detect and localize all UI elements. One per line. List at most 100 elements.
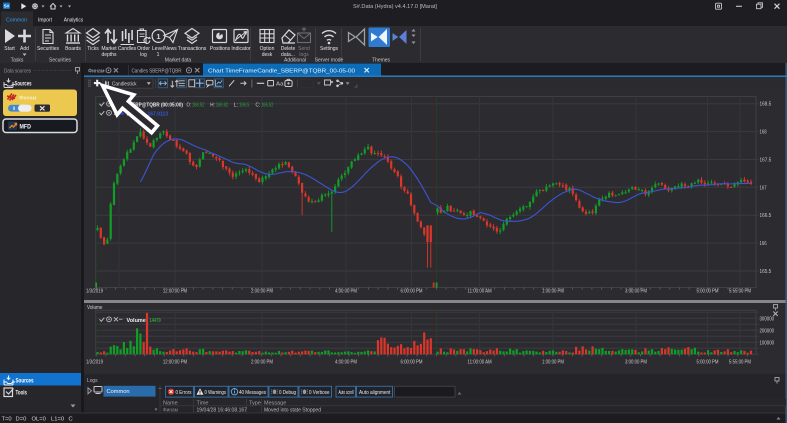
svg-text:S#.Data (Hydra) v4.4.17.0 [Mar: S#.Data (Hydra) v4.4.17.0 [Marat] xyxy=(353,4,437,10)
svg-text:166.5: 166.5 xyxy=(760,213,772,219)
svg-text:OL=0: OL=0 xyxy=(32,416,46,422)
svg-text:Sources: Sources xyxy=(15,81,32,87)
svg-text:166.62: 166.62 xyxy=(216,102,228,108)
svg-text:167.0113: 167.0113 xyxy=(148,111,169,117)
svg-text:Ticks: Ticks xyxy=(87,46,99,52)
svg-text:166.52: 166.52 xyxy=(261,102,273,108)
svg-text:11:00:00 AM: 11:00:00 AM xyxy=(468,289,492,295)
svg-text:166: 166 xyxy=(760,241,767,247)
svg-text:165.5: 165.5 xyxy=(760,269,772,275)
svg-text:1:00:00 PM: 1:00:00 PM xyxy=(542,360,564,366)
svg-text:12:00:00 PM: 12:00:00 PM xyxy=(163,289,187,295)
svg-text:Volume: Volume xyxy=(87,305,103,311)
svg-text:Chart TimeFrameCandle_SBERP@TQ: Chart TimeFrameCandle_SBERP@TQBR_00-05-0… xyxy=(208,68,355,74)
svg-text:Финам: Финам xyxy=(163,407,178,413)
svg-text:1:00:00 PM: 1:00:00 PM xyxy=(542,289,564,295)
svg-text:O:: O: xyxy=(187,102,192,108)
svg-text:4:00:00 PM: 4:00:00 PM xyxy=(335,360,357,366)
svg-text:1: 1 xyxy=(156,32,160,41)
svg-text:Server mode: Server mode xyxy=(315,57,344,63)
svg-text:Start: Start xyxy=(4,46,15,52)
svg-text:Tasks: Tasks xyxy=(11,57,24,63)
svg-text:6:00:00 PM: 6:00:00 PM xyxy=(401,360,423,366)
svg-text:Time: Time xyxy=(197,400,209,406)
svg-text:Market: Market xyxy=(101,46,117,52)
svg-text:desk: desk xyxy=(262,52,273,58)
svg-text:3:00:00 PM: 3:00:00 PM xyxy=(625,360,647,366)
svg-text:Securities: Securities xyxy=(37,46,59,52)
svg-text:167: 167 xyxy=(760,185,767,191)
svg-text:0 Warnings: 0 Warnings xyxy=(205,390,227,396)
svg-text:168.5: 168.5 xyxy=(760,102,772,108)
svg-text:Import: Import xyxy=(38,17,52,23)
svg-text:6:00:00 PM: 6:00:00 PM xyxy=(401,289,423,295)
svg-text:19/04/28 16:46:08.167: 19/04/28 16:46:08.167 xyxy=(197,407,248,413)
svg-text:Aa: Aa xyxy=(276,82,284,88)
svg-text:Sources: Sources xyxy=(16,377,34,384)
svg-text:5:55:00 PM: 5:55:00 PM xyxy=(729,360,751,366)
svg-text:Candles: Candles xyxy=(118,46,137,52)
svg-text:Settings: Settings xyxy=(320,46,339,52)
svg-text:Positions: Positions xyxy=(210,46,231,52)
svg-text:1: 1 xyxy=(157,52,160,58)
svg-text:168: 168 xyxy=(760,130,767,136)
svg-text:12:00:00 PM: 12:00:00 PM xyxy=(163,360,187,366)
svg-text:log: log xyxy=(140,52,147,58)
svg-text:Message: Message xyxy=(264,400,286,406)
svg-text:Name: Name xyxy=(163,400,178,406)
svg-text:MFD: MFD xyxy=(20,124,32,130)
svg-text:Tools: Tools xyxy=(16,389,28,396)
svg-text:Финам: Финам xyxy=(19,95,37,101)
svg-text:Data sources: Data sources xyxy=(4,68,31,74)
svg-text:Common: Common xyxy=(6,17,27,23)
svg-text:200000: 200000 xyxy=(760,328,775,334)
svg-text:Auto scroll: Auto scroll xyxy=(339,390,354,396)
svg-text:Auto alignment: Auto alignment xyxy=(359,390,391,396)
svg-text:Moved into state Stopped: Moved into state Stopped xyxy=(264,407,321,413)
svg-text:Delete: Delete xyxy=(281,46,296,52)
svg-text:Indicator: Indicator xyxy=(231,46,251,52)
svg-text:0 Errors: 0 Errors xyxy=(176,390,192,396)
svg-text:Type: Type xyxy=(249,400,261,406)
svg-text:Additional: Additional xyxy=(284,57,306,63)
svg-text:Analytics: Analytics xyxy=(64,17,84,23)
svg-text:L:: L: xyxy=(234,102,239,108)
svg-text:T=0: T=0 xyxy=(2,416,12,422)
svg-text:D=0: D=0 xyxy=(16,416,27,422)
svg-text:C:: C: xyxy=(256,102,261,108)
svg-text:1/3/2019: 1/3/2019 xyxy=(86,289,103,295)
svg-text:Send: Send xyxy=(298,46,310,52)
svg-text:L1=0: L1=0 xyxy=(51,416,64,422)
svg-text:1/3/2019: 1/3/2019 xyxy=(86,360,103,366)
svg-text:depths: depths xyxy=(102,52,117,58)
svg-text:4:00:00 PM: 4:00:00 PM xyxy=(335,289,357,295)
svg-text:300000: 300000 xyxy=(760,316,775,322)
svg-text:logs: logs xyxy=(299,52,309,58)
svg-text:0 Debug: 0 Debug xyxy=(279,390,296,396)
svg-text:Transactions: Transactions xyxy=(178,46,207,52)
svg-text:Option: Option xyxy=(260,46,275,52)
svg-text:Common: Common xyxy=(107,389,130,395)
svg-text:2:00:00 PM: 2:00:00 PM xyxy=(251,360,273,366)
svg-text:News: News xyxy=(164,46,177,52)
svg-text:Boards: Boards xyxy=(65,46,81,52)
svg-text:Volume: Volume xyxy=(127,318,146,324)
svg-text:Финам: Финам xyxy=(88,68,105,74)
svg-text:H:: H: xyxy=(210,102,215,108)
svg-text:3:00:00 PM: 3:00:00 PM xyxy=(625,289,647,295)
svg-text:11:00:00 AM: 11:00:00 AM xyxy=(468,360,492,366)
svg-text:Add: Add xyxy=(20,46,29,52)
svg-text:Securities: Securities xyxy=(49,57,71,63)
svg-text:167.5: 167.5 xyxy=(760,158,772,164)
svg-text:Order: Order xyxy=(137,46,150,52)
svg-text:40 Messages: 40 Messages xyxy=(239,390,266,396)
svg-text:Candles SBERP@TQBR: Candles SBERP@TQBR xyxy=(132,68,182,74)
svg-text:5:55:00 PM: 5:55:00 PM xyxy=(729,289,751,295)
svg-text:C: C xyxy=(69,416,73,422)
svg-text:S#: S# xyxy=(4,4,10,9)
svg-text:100000: 100000 xyxy=(760,340,775,346)
svg-text:Market data: Market data xyxy=(165,57,192,63)
svg-text:14479: 14479 xyxy=(150,318,161,324)
svg-text:2:00:00 PM: 2:00:00 PM xyxy=(251,289,273,295)
svg-text:data...: data... xyxy=(281,52,295,58)
